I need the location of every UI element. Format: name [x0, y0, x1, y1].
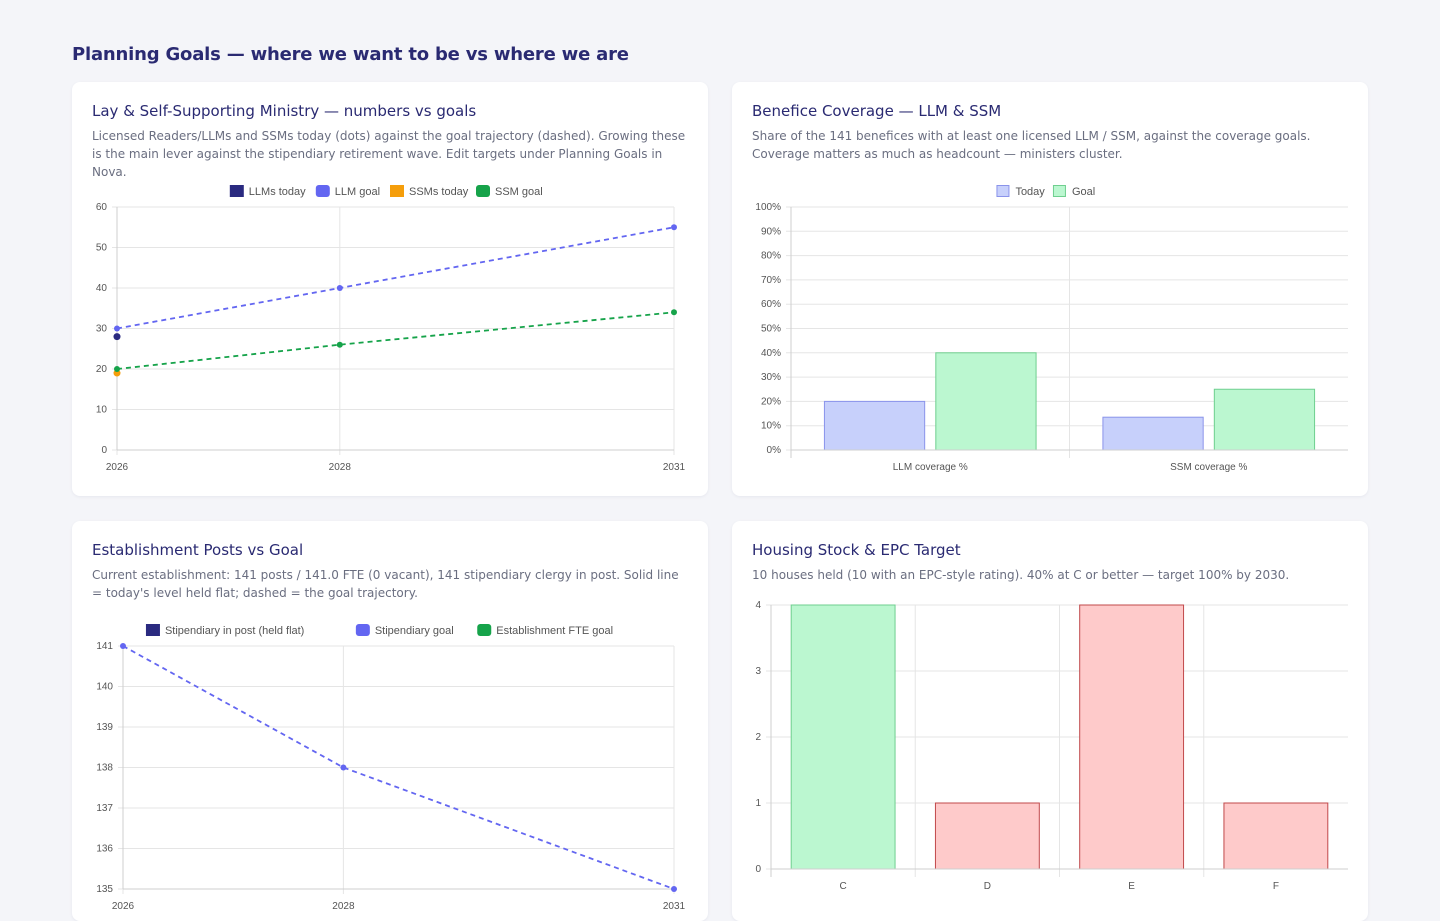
data-point [113, 333, 121, 341]
y-tick-label: 60% [761, 299, 781, 310]
data-point [340, 764, 347, 771]
x-tick-label: F [1273, 881, 1279, 892]
y-tick-label: 20 [96, 364, 108, 375]
y-tick-label: 1 [755, 798, 761, 809]
series-line [116, 226, 675, 330]
legend-label: LLMs today [249, 186, 306, 198]
card-establishment-posts: Establishment Posts vs Goal Current esta… [72, 521, 708, 921]
establishment-posts-line-chart[interactable]: Stipendiary in post (held flat) Stipendia… [72, 521, 708, 921]
y-tick-label: 80% [761, 251, 781, 262]
y-tick-label: 70% [761, 275, 781, 286]
y-tick-label: 60 [96, 202, 108, 213]
y-tick-label: 0 [101, 445, 107, 456]
card-lay-ministry: Lay & Self-Supporting Ministry — numbers… [72, 82, 708, 496]
y-tick-label: 136 [96, 844, 113, 855]
y-tick-label: 138 [96, 763, 113, 774]
x-tick-label: 2031 [663, 901, 686, 912]
card-description: 10 houses held (10 with an EPC-style rat… [752, 568, 1290, 582]
y-tick-label: 50% [761, 324, 781, 335]
legend-label: SSMs today [409, 186, 469, 198]
card-title: Establishment Posts vs Goal [92, 541, 304, 559]
legend-label: Establishment FTE goal [496, 625, 613, 637]
card-housing-epc: Housing Stock & EPC Target 10 houses hel… [732, 521, 1368, 921]
data-point [114, 366, 120, 372]
y-tick-label: 0% [767, 445, 782, 456]
y-tick-label: 4 [755, 600, 761, 611]
bar [1079, 604, 1185, 870]
legend-label: Stipendiary in post (held flat) [165, 625, 304, 637]
legend-label: Stipendiary goal [375, 625, 454, 637]
x-tick-label: 2026 [112, 901, 135, 912]
card-description: Current establishment: 141 posts / 141.0… [92, 568, 679, 600]
bar [1223, 802, 1329, 870]
card-title: Housing Stock & EPC Target [752, 541, 961, 559]
legend-label: Today [1015, 186, 1045, 198]
data-point [671, 224, 677, 231]
legend-swatch [315, 185, 330, 197]
data-point [671, 309, 677, 316]
series-line [122, 645, 675, 890]
x-tick-label: D [984, 881, 991, 892]
data-point [114, 325, 120, 332]
card-description: Share of the 141 benefices with at least… [752, 129, 1311, 161]
series-line [116, 311, 675, 370]
y-tick-label: 139 [96, 722, 113, 733]
legend-swatch [996, 185, 1010, 197]
legend-label: LLM goal [335, 186, 380, 198]
card-title: Lay & Self-Supporting Ministry — numbers… [92, 102, 477, 120]
legend-label: Goal [1072, 186, 1095, 198]
bar [790, 604, 896, 870]
x-tick-label: 2026 [106, 462, 129, 473]
y-tick-label: 135 [96, 884, 113, 895]
legend-swatch [145, 624, 160, 636]
legend-swatch [476, 185, 490, 197]
x-tick-label: 2028 [332, 901, 355, 912]
x-tick-label: E [1128, 881, 1135, 892]
y-tick-label: 20% [761, 396, 781, 407]
data-point [336, 285, 343, 291]
y-tick-label: 100% [755, 202, 781, 213]
x-tick-label: 2031 [663, 462, 686, 473]
y-tick-label: 50 [96, 243, 108, 254]
bar [1213, 388, 1316, 451]
x-tick-label: SSM coverage % [1170, 462, 1247, 473]
x-tick-label: LLM coverage % [893, 462, 968, 473]
card-benefice-coverage: Benefice Coverage — LLM & SSM Share of t… [732, 82, 1368, 496]
y-tick-label: 2 [755, 732, 761, 743]
y-tick-label: 141 [96, 641, 113, 652]
legend-swatch [229, 185, 244, 197]
y-tick-label: 137 [96, 803, 113, 814]
y-tick-label: 10% [761, 421, 781, 432]
y-tick-label: 3 [755, 666, 761, 677]
data-point [120, 643, 126, 649]
x-tick-label: C [840, 881, 847, 892]
data-point [336, 341, 343, 348]
data-point [671, 886, 677, 892]
bar [1102, 416, 1204, 451]
card-description: Licensed Readers/LLMs and SSMs today (do… [92, 129, 686, 179]
housing-epc-bar-chart[interactable]: 0 1 2 3 4 C D E F [732, 521, 1368, 921]
y-tick-label: 0 [755, 864, 761, 875]
legend-swatch [477, 624, 492, 636]
legend-swatch [390, 185, 404, 197]
bar [823, 400, 926, 451]
lay-ministry-line-chart[interactable]: LLMs today LLM goal SSMs today SSM goal 0 10 2… [72, 82, 708, 496]
bar [934, 802, 1040, 870]
benefice-coverage-bar-chart[interactable]: Today Goal 0% 10% 20% 30% 40% 50% 60% 70% 80% 90% 10… [732, 82, 1368, 496]
y-tick-label: 140 [96, 682, 113, 693]
y-tick-label: 90% [761, 226, 781, 237]
legend-swatch [355, 624, 370, 636]
y-tick-label: 40% [761, 348, 781, 359]
y-tick-label: 30% [761, 372, 781, 383]
page-title: Planning Goals — where we want to be vs … [72, 44, 629, 65]
bar [935, 352, 1037, 451]
legend-swatch [1052, 185, 1066, 197]
legend-label: SSM goal [495, 186, 543, 198]
y-tick-label: 30 [96, 324, 108, 335]
y-tick-label: 40 [96, 283, 108, 294]
y-tick-label: 10 [96, 405, 108, 416]
x-tick-label: 2028 [329, 462, 352, 473]
card-title: Benefice Coverage — LLM & SSM [752, 102, 1002, 120]
